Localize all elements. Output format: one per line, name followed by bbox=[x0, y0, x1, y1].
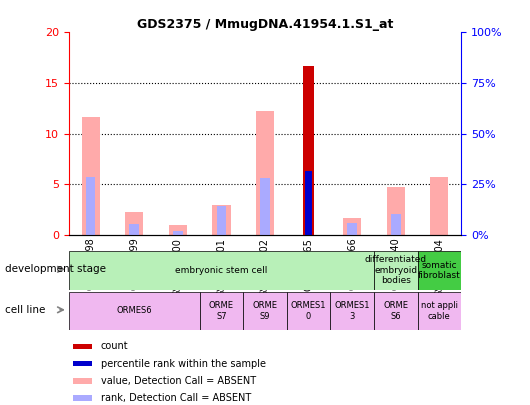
Text: rank, Detection Call = ABSENT: rank, Detection Call = ABSENT bbox=[101, 393, 251, 403]
Bar bbox=[303, 66, 314, 235]
Bar bbox=[169, 225, 187, 235]
Bar bbox=[86, 177, 95, 235]
Text: ORMES6: ORMES6 bbox=[117, 306, 152, 315]
Bar bbox=[73, 361, 92, 367]
Bar bbox=[213, 205, 231, 235]
Bar bbox=[200, 292, 243, 330]
Text: value, Detection Call = ABSENT: value, Detection Call = ABSENT bbox=[101, 376, 256, 386]
Bar bbox=[69, 251, 374, 290]
Bar bbox=[330, 292, 374, 330]
Bar bbox=[391, 214, 401, 235]
Text: ORMES1
0: ORMES1 0 bbox=[291, 301, 326, 320]
Bar bbox=[386, 187, 405, 235]
Bar bbox=[73, 395, 92, 401]
Bar bbox=[73, 378, 92, 384]
Text: percentile rank within the sample: percentile rank within the sample bbox=[101, 359, 266, 369]
Bar bbox=[430, 177, 448, 235]
Text: ORME
S9: ORME S9 bbox=[252, 301, 278, 320]
Bar bbox=[347, 223, 357, 235]
Bar bbox=[418, 251, 461, 290]
Text: ORME
S7: ORME S7 bbox=[209, 301, 234, 320]
Bar bbox=[260, 178, 270, 235]
Text: somatic
fibroblast: somatic fibroblast bbox=[418, 261, 461, 280]
Bar bbox=[305, 171, 312, 235]
Text: development stage: development stage bbox=[5, 264, 107, 274]
Bar bbox=[217, 206, 226, 235]
Bar bbox=[418, 292, 461, 330]
Bar bbox=[173, 231, 183, 235]
Text: cell line: cell line bbox=[5, 305, 46, 315]
Text: count: count bbox=[101, 341, 128, 352]
Bar bbox=[125, 211, 144, 235]
Bar bbox=[69, 292, 200, 330]
Text: not appli
cable: not appli cable bbox=[421, 301, 458, 320]
Text: GDS2375 / MmugDNA.41954.1.S1_at: GDS2375 / MmugDNA.41954.1.S1_at bbox=[137, 18, 393, 31]
Bar bbox=[256, 111, 274, 235]
Text: differentiated
embryoid
bodies: differentiated embryoid bodies bbox=[365, 256, 427, 285]
Bar bbox=[287, 292, 330, 330]
Bar bbox=[129, 224, 139, 235]
Bar bbox=[73, 344, 92, 349]
Text: embryonic stem cell: embryonic stem cell bbox=[175, 266, 268, 275]
Bar bbox=[374, 292, 418, 330]
Text: ORMES1
3: ORMES1 3 bbox=[334, 301, 370, 320]
Bar bbox=[82, 117, 100, 235]
Bar bbox=[243, 292, 287, 330]
Bar bbox=[374, 251, 418, 290]
Bar bbox=[343, 218, 361, 235]
Text: ORME
S6: ORME S6 bbox=[383, 301, 408, 320]
